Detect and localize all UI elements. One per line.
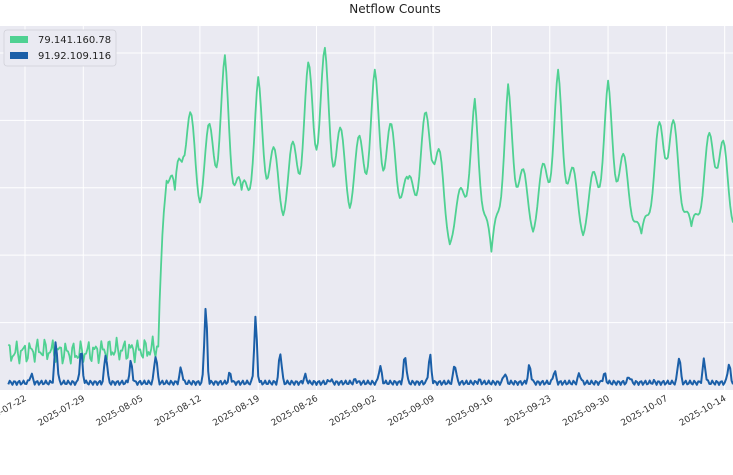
legend: 79.141.160.78 91.92.109.116 <box>3 29 117 67</box>
x-tick-label-9: 2025-09-23 <box>503 394 553 429</box>
x-tick-label-8: 2025-09-16 <box>445 394 496 429</box>
x-tick-label-4: 2025-08-19 <box>211 394 262 429</box>
x-tick-label-3: 2025-08-12 <box>153 394 203 429</box>
x-tick-label-7: 2025-09-09 <box>386 394 437 429</box>
series-layer <box>7 46 733 386</box>
x-tick-label-0: 2025-07-22 <box>0 394 28 429</box>
chart-title: Netflow Counts <box>349 2 441 16</box>
gridlines <box>0 26 733 390</box>
x-tick-labels: 2025-07-22 2025-07-29 2025-08-05 2025-08-12… <box>0 394 728 429</box>
x-tick-label-1: 2025-07-29 <box>36 394 87 429</box>
legend-label-1: 91.92.109.116 <box>38 51 111 62</box>
x-tick-label-12: 2025-10-14 <box>678 394 729 429</box>
x-tick-label-10: 2025-09-30 <box>561 394 612 429</box>
plot-background <box>0 26 733 390</box>
x-tick-label-5: 2025-08-26 <box>270 394 321 429</box>
legend-box <box>3 29 117 67</box>
x-tick-label-2: 2025-08-05 <box>95 394 145 429</box>
series-line-1 <box>7 307 733 386</box>
x-tick-label-11: 2025-10-07 <box>620 394 670 429</box>
legend-swatch-1 <box>10 52 28 59</box>
legend-label-0: 79.141.160.78 <box>38 35 111 46</box>
x-tick-label-6: 2025-09-02 <box>328 394 378 429</box>
series-line-0 <box>7 46 733 365</box>
legend-swatch-0 <box>10 36 28 43</box>
